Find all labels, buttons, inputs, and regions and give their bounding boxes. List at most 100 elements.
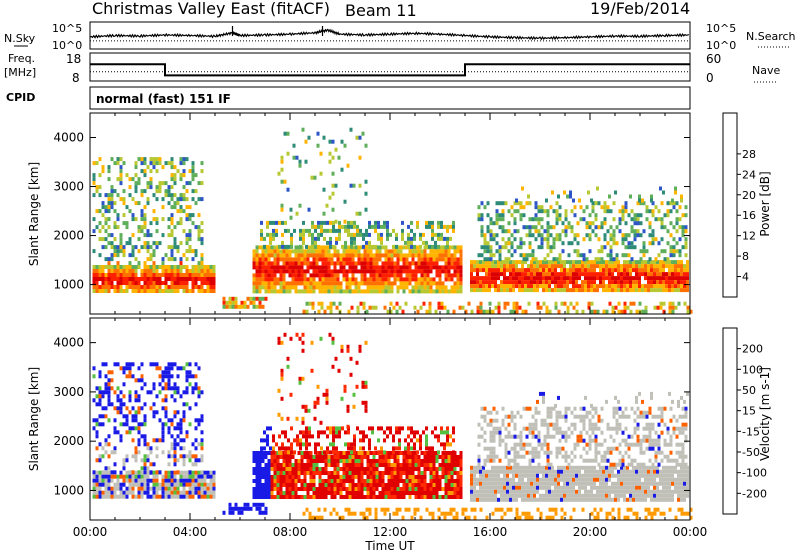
velocity-cell — [167, 426, 171, 431]
power-cell — [134, 181, 138, 186]
velocity-cell — [455, 515, 459, 520]
velocity-cell — [390, 467, 394, 471]
velocity-cell — [354, 491, 358, 495]
power-cell — [560, 280, 563, 285]
power-cell — [435, 249, 439, 254]
velocity-cell — [434, 426, 437, 431]
power-cell — [297, 253, 301, 258]
power-cell — [591, 221, 595, 226]
velocity-cell — [390, 463, 394, 467]
power-cell — [566, 284, 569, 289]
velocity-cell — [98, 422, 102, 427]
power-cell — [113, 249, 117, 254]
velocity-cell — [288, 467, 292, 471]
power-cell — [476, 264, 479, 269]
velocity-cell — [363, 479, 367, 483]
power-cell — [518, 284, 521, 289]
power-cell — [311, 305, 315, 310]
velocity-cell — [444, 483, 448, 487]
power-cell — [280, 167, 284, 172]
power-cell — [152, 165, 156, 170]
velocity-cell — [644, 515, 648, 520]
power-cell — [671, 309, 675, 314]
velocity-cell — [261, 471, 265, 475]
power-cell — [515, 260, 518, 265]
velocity-cell — [294, 487, 298, 491]
velocity-cell — [197, 470, 201, 475]
velocity-cell — [279, 495, 283, 499]
velocity-cell — [491, 511, 495, 516]
velocity-cell — [449, 442, 452, 447]
power-cell — [131, 285, 135, 289]
velocity-cell — [119, 474, 123, 479]
power-cell — [645, 217, 649, 222]
velocity-cell — [307, 408, 311, 413]
velocity-cell — [131, 438, 135, 443]
cpid-label: CPID — [6, 91, 35, 104]
velocity-cell — [396, 475, 400, 479]
power-cell — [125, 277, 129, 281]
velocity-cell — [497, 473, 500, 478]
velocity-cell — [290, 442, 293, 447]
velocity-cell — [383, 511, 387, 516]
power-cell — [128, 269, 132, 273]
power-cell — [351, 261, 355, 266]
power-cell — [626, 288, 629, 293]
power-cell — [470, 264, 473, 269]
power-cell — [349, 127, 353, 132]
power-cell — [104, 237, 108, 242]
velocity-cell — [149, 486, 153, 491]
power-cell — [143, 217, 147, 222]
power-cell — [681, 213, 685, 218]
power-cell — [612, 237, 616, 242]
velocity-cell — [340, 396, 344, 401]
power-cell — [479, 284, 482, 289]
velocity-cell — [372, 487, 376, 491]
power-cell — [666, 241, 670, 246]
power-cell — [125, 205, 129, 210]
power-cell — [191, 197, 195, 202]
velocity-cell — [408, 487, 412, 491]
velocity-cell — [452, 426, 455, 431]
power-cell — [286, 187, 290, 192]
velocity-cell — [255, 451, 259, 455]
power-cell — [486, 229, 490, 234]
power-cell — [524, 284, 527, 289]
velocity-cell — [270, 487, 274, 491]
velocity-cell — [426, 467, 430, 471]
velocity-cell — [258, 495, 262, 499]
velocity-cell — [405, 467, 409, 471]
power-cell — [182, 209, 186, 214]
power-cell — [348, 281, 352, 286]
power-cell — [110, 257, 114, 262]
power-cell — [668, 301, 672, 306]
velocity-cell — [381, 475, 385, 479]
power-cell — [447, 265, 451, 270]
power-cell — [512, 276, 515, 281]
power-cell — [113, 289, 117, 293]
power-cell — [170, 165, 174, 170]
power-cell — [489, 249, 493, 254]
velocity-cell — [276, 471, 280, 475]
power-cell — [656, 272, 659, 277]
power-cell — [158, 189, 162, 194]
velocity-cell — [155, 490, 159, 495]
velocity-cell — [285, 491, 289, 495]
power-cell — [476, 305, 480, 310]
power-cell — [555, 217, 559, 222]
velocity-cell — [512, 469, 515, 474]
power-cell — [104, 209, 108, 214]
power-cell — [423, 265, 427, 270]
power-cell — [411, 285, 415, 290]
power-cell — [344, 240, 347, 245]
power-cell — [158, 289, 162, 293]
power-cell — [617, 309, 621, 314]
power-cell — [342, 265, 346, 270]
power-cell — [555, 237, 559, 242]
power-cell — [546, 213, 550, 218]
power-cell — [167, 289, 171, 293]
velocity-cell — [279, 463, 283, 467]
velocity-cell — [285, 483, 289, 487]
power-cell — [423, 257, 427, 262]
power-cell — [167, 225, 171, 230]
